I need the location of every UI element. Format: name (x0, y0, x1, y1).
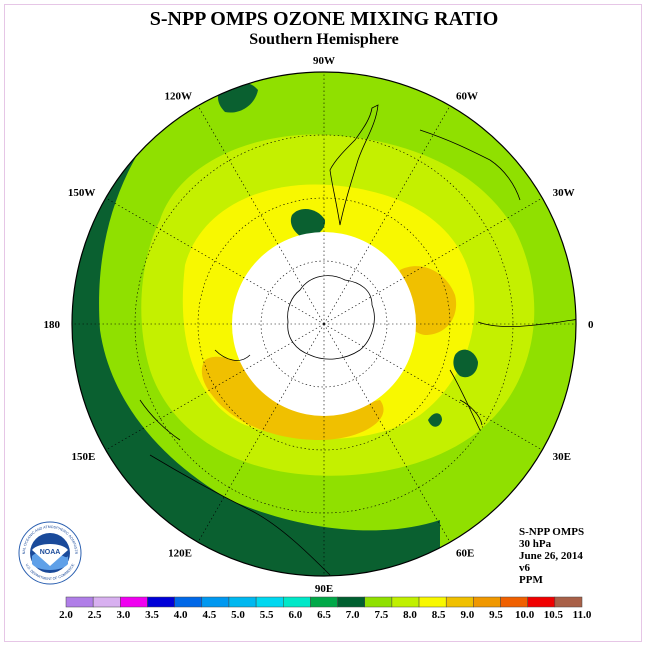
longitude-label: 180 (44, 319, 61, 331)
longitude-label: 120W (165, 90, 193, 102)
colorbar-label: 2.0 (59, 609, 73, 620)
colorbar-label: 9.5 (489, 609, 503, 620)
longitude-label: 30W (553, 187, 575, 199)
logo-text: NOAA (40, 549, 61, 556)
colorbar-box (255, 596, 284, 608)
longitude-label: 90W (313, 55, 335, 67)
info-block: S-NPP OMPS 30 hPa June 26, 2014 v6 PPM (519, 526, 584, 586)
colorbar-label: 6.0 (288, 609, 302, 620)
polar-map: 90W 60W 30W 0 30E 60E 90E 120E 150E 180 150W 120W (44, 55, 595, 595)
colorbar-box (65, 596, 94, 608)
colorbar-box (473, 596, 501, 608)
parallel-circle (260, 260, 388, 388)
colorbar-label: 7.0 (346, 609, 360, 620)
longitude-label: 150E (72, 451, 96, 463)
colorbar-label: 8.5 (432, 609, 446, 620)
colorbar-boxes (65, 596, 583, 608)
colorbar-box (120, 596, 148, 608)
longitude-label: 60E (456, 548, 474, 560)
colorbar-box (445, 596, 474, 608)
colorbar-label: 10.0 (515, 609, 535, 620)
colorbar-box (337, 596, 365, 608)
longitude-label: 30E (553, 451, 571, 463)
colorbar-box (418, 596, 447, 608)
colorbar-label: 2.5 (88, 609, 102, 620)
ozone-region-6.5-7.0 (453, 349, 478, 378)
colorbar-box (174, 596, 203, 608)
colorbar-label: 4.5 (202, 609, 216, 620)
version-label: v6 (519, 562, 530, 574)
colorbar-box (364, 596, 393, 608)
colorbar-label: 3.5 (145, 609, 159, 620)
colorbar-box (527, 596, 556, 608)
colorbar-box (500, 596, 528, 608)
instrument-label: S-NPP OMPS (519, 526, 585, 538)
colorbar-box (283, 596, 311, 608)
longitude-label: 120E (168, 548, 192, 560)
colorbar-label: 11.0 (573, 609, 592, 620)
colorbar-box (228, 596, 257, 608)
map-boundary (71, 71, 577, 577)
noaa-logo: NOAA NATIONAL OCEANIC AND ATMOSPHERIC AD… (10, 520, 82, 585)
colorbar-label: 5.0 (231, 609, 245, 620)
ozone-region-6.5-7.0 (72, 150, 440, 576)
colorbar: 2.0 2.5 3.0 3.5 4.0 4.5 5.0 5.5 6.0 6.5 7.0 7.5 8.0 8… (59, 596, 592, 620)
colorbar-label: 3.0 (116, 609, 130, 620)
ozone-region-6.5-7.0 (428, 413, 442, 427)
colorbar-label: 10.5 (544, 609, 564, 620)
colorbar-label: 7.5 (374, 609, 388, 620)
colorbar-box (92, 596, 121, 608)
colorbar-label: 4.0 (174, 609, 188, 620)
longitude-label: 150W (68, 187, 96, 199)
longitude-label: 0 (588, 319, 594, 331)
parallel-circle (197, 197, 451, 451)
longitude-labels: 90W 60W 30W 0 30E 60E 90E 120E 150E 180 150W 120W (44, 55, 595, 595)
figure-frame (4, 4, 642, 642)
colorbar-box (147, 596, 175, 608)
ozone-region-6.5-7.0 (290, 208, 326, 238)
ozone-field (72, 72, 576, 576)
graticule (72, 72, 576, 576)
units-label: PPM (519, 574, 543, 586)
map-subtitle: Southern Hemisphere (249, 31, 399, 48)
date-label: June 26, 2014 (519, 550, 583, 562)
colorbar-box (310, 596, 338, 608)
colorbar-box (201, 596, 230, 608)
colorbar-label: 6.5 (317, 609, 331, 620)
colorbar-label: 8.0 (403, 609, 417, 620)
coastlines (139, 104, 576, 576)
map-title: S-NPP OMPS OZONE MIXING RATIO (149, 8, 499, 30)
colorbar-label: 9.0 (460, 609, 474, 620)
colorbar-label: 5.5 (260, 609, 274, 620)
colorbar-labels: 2.0 2.5 3.0 3.5 4.0 4.5 5.0 5.5 6.0 6.5 7.0 7.5 8.0 8… (59, 609, 592, 620)
longitude-label: 60W (456, 90, 478, 102)
level-label: 30 hPa (519, 538, 552, 550)
longitude-label: 90E (315, 583, 333, 595)
colorbar-box (391, 596, 420, 608)
colorbar-box (554, 596, 583, 608)
parallel-circle (134, 134, 514, 514)
